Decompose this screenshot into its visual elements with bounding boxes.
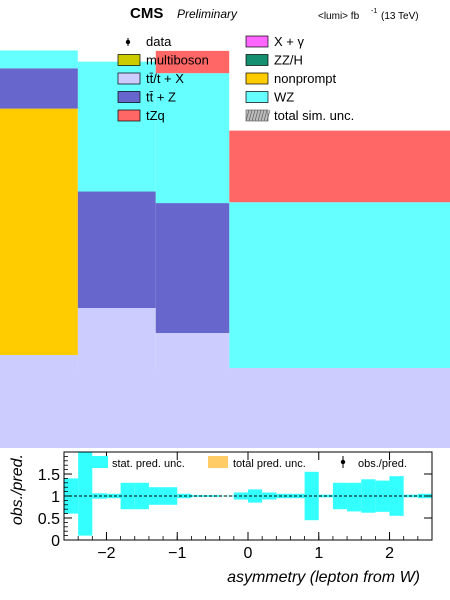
ratio-legend-stat-swatch <box>88 456 108 468</box>
y-tick-label: 0 <box>51 533 60 550</box>
ratio-legend-total-swatch <box>208 456 228 468</box>
bar-headroom <box>77 0 156 62</box>
legend-hatch-line <box>257 109 262 122</box>
stat-unc-band <box>78 452 93 536</box>
legend-hatch-line <box>251 109 256 122</box>
stat-unc-band <box>120 482 135 510</box>
ratio-background <box>0 448 450 600</box>
legend-hatch-line <box>254 109 259 122</box>
bar-headroom <box>0 0 78 51</box>
ratio-legend-obs-marker <box>340 459 346 465</box>
legend-swatch-hatch <box>245 109 269 122</box>
legend-item: X + γ <box>245 34 304 49</box>
bar-headroom <box>155 0 230 51</box>
legend-label: total sim. unc. <box>274 108 354 123</box>
legend-label: multiboson <box>146 53 209 68</box>
ratio-legend-obs-label: obs./pred. <box>358 458 407 470</box>
legend-item: tt̄ + Z <box>117 90 176 105</box>
legend-item: tt̄/t + X <box>117 71 184 86</box>
bar-wz <box>0 50 78 69</box>
legend-label: data <box>146 34 172 49</box>
bar-wz <box>155 73 230 204</box>
stat-unc-band <box>191 495 206 497</box>
bar-tzq <box>155 50 230 74</box>
legend-label: tZq <box>146 108 165 123</box>
legend-label: X + γ <box>274 34 304 49</box>
lumi-exponent: -1 <box>371 8 377 15</box>
legend-swatch <box>245 72 269 85</box>
x-axis-title: asymmetry (lepton from W) <box>227 569 420 586</box>
legend-hatch-line <box>260 109 265 122</box>
legend-item: nonprompt <box>245 71 337 86</box>
preliminary-label: Preliminary <box>177 7 238 21</box>
bar-ttx-base <box>0 370 450 448</box>
legend-marker-data <box>125 39 131 45</box>
x-tick-label: 1 <box>314 545 323 562</box>
legend-item: WZ <box>245 90 294 105</box>
legend-label: tt̄/t + X <box>146 71 184 86</box>
legend-label: ZZ/H <box>274 53 303 68</box>
bar-ttz <box>77 191 156 308</box>
legend-swatch <box>245 54 269 66</box>
legend-item: tZq <box>117 108 165 123</box>
cms-label: CMS <box>130 5 163 22</box>
legend-swatch <box>117 91 141 103</box>
y-tick-label: 1 <box>51 489 60 506</box>
y-axis-title: obs./pred. <box>9 454 26 525</box>
ratio-legend-total-label: total pred. unc. <box>233 458 306 470</box>
lumi-label: <lumi> fb <box>318 11 360 22</box>
x-tick-label: −2 <box>97 545 115 562</box>
legend-swatch <box>245 35 269 48</box>
bar-ttx <box>229 368 450 370</box>
legend-label: WZ <box>274 90 294 105</box>
x-tick-label: 0 <box>244 545 253 562</box>
stat-unc-band <box>375 480 390 512</box>
stat-unc-band <box>106 493 121 499</box>
energy-label: (13 TeV) <box>381 11 419 22</box>
x-tick-label: −1 <box>168 545 186 562</box>
stat-unc-band <box>290 493 305 499</box>
bar-ttx <box>0 355 78 370</box>
legend-hatch-line <box>266 109 271 122</box>
stat-unc-band <box>361 479 376 513</box>
bar-ttx <box>155 333 230 370</box>
stat-unc-band <box>347 482 362 512</box>
legend-hatch-line <box>248 109 253 122</box>
ratio-panel: −2 −1 0 1 2 0 0.5 1 1.5 asymmetry (lepton from W)… <box>0 448 450 600</box>
x-tick-label: 2 <box>385 545 394 562</box>
stat-unc-band <box>276 493 291 499</box>
legend-item: data <box>125 34 172 49</box>
legend-label: nonprompt <box>274 71 337 86</box>
legend-swatch <box>117 54 141 66</box>
bar-ttz <box>155 203 230 333</box>
bar-ttz <box>0 68 78 109</box>
legend-item: multiboson <box>117 53 209 68</box>
bar-tzq <box>229 130 450 203</box>
legend-item: total sim. unc. <box>245 108 354 123</box>
legend-item: ZZ/H <box>245 53 303 68</box>
stacked-histogram <box>0 0 450 448</box>
ratio-legend-stat-label: stat. pred. unc. <box>112 458 185 470</box>
bar-ttx <box>77 308 156 370</box>
bar-wz <box>77 61 156 192</box>
legend-swatch <box>245 91 269 103</box>
legend: data X + γ multiboson ZZ/H tt̄/t + X nonpromp… <box>117 34 354 123</box>
y-tick-label: 0.5 <box>38 511 60 528</box>
legend-swatch <box>117 72 141 85</box>
legend-label: tt̄ + Z <box>146 90 176 105</box>
stat-unc-band <box>205 495 220 497</box>
legend-hatch-line <box>245 109 250 122</box>
legend-hatch-line <box>263 109 268 122</box>
bar-nonprompt <box>0 108 78 355</box>
ratio-legend: stat. pred. unc. total pred. unc. obs./pre… <box>88 456 407 470</box>
bar-wz <box>229 202 450 368</box>
y-tick-label: 1.5 <box>38 467 60 484</box>
legend-swatch <box>117 109 141 122</box>
